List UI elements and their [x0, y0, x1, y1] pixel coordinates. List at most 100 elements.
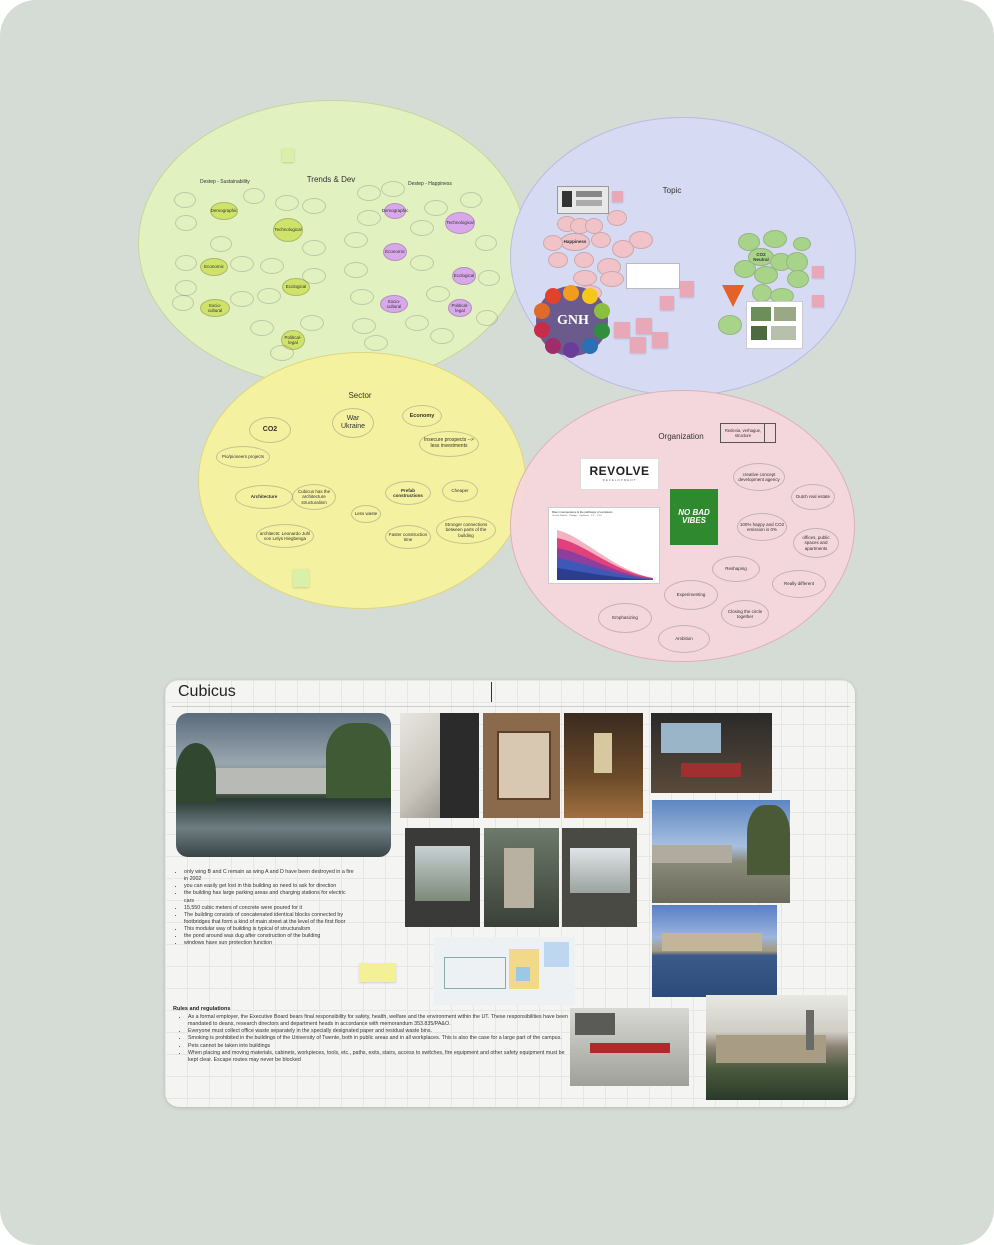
staircase-photo[interactable] — [400, 713, 479, 818]
structure-label-box[interactable]: Redevia, verhague, structure — [720, 423, 776, 443]
energy-label-image[interactable] — [722, 285, 744, 307]
idea-bubble[interactable] — [478, 270, 500, 286]
floor-plan-image[interactable] — [434, 937, 575, 1005]
idea-bubble[interactable] — [763, 230, 787, 248]
node-happiness-economic[interactable]: Economic — [383, 243, 407, 261]
node-economy[interactable]: Economy — [402, 405, 442, 427]
node-technological[interactable]: Technological — [273, 218, 303, 242]
cafeteria-photo[interactable] — [651, 713, 772, 793]
node-prefab[interactable]: Prefab constructions — [385, 481, 431, 505]
idea-bubble[interactable] — [270, 345, 294, 361]
idea-bubble[interactable] — [405, 315, 429, 331]
building-image[interactable] — [746, 301, 803, 349]
idea-bubble[interactable] — [548, 252, 568, 268]
idea-bubble[interactable] — [175, 215, 197, 231]
idea-bubble[interactable] — [344, 232, 368, 248]
idea-bubble[interactable] — [787, 270, 809, 288]
idea-bubble[interactable] — [175, 255, 197, 271]
node-emphasizing[interactable]: Emphasizing — [598, 603, 652, 633]
idea-bubble[interactable] — [607, 210, 627, 226]
idea-bubble[interactable] — [629, 231, 653, 249]
idea-bubble[interactable] — [302, 268, 326, 284]
idea-bubble[interactable] — [591, 232, 611, 248]
node-faster[interactable]: Faster construction time — [385, 525, 431, 549]
idea-bubble[interactable] — [230, 256, 254, 272]
idea-bubble[interactable] — [302, 240, 326, 256]
idea-bubble[interactable] — [364, 335, 388, 351]
pond-reflection-photo[interactable] — [652, 905, 777, 997]
idea-bubble[interactable] — [600, 271, 624, 287]
sticky-note[interactable] — [282, 148, 294, 162]
node-economic[interactable]: Economic — [200, 258, 228, 276]
node-insecure[interactable]: Insecure prospects --> less investments — [419, 431, 479, 457]
idea-bubble[interactable] — [543, 235, 563, 251]
node-architects[interactable]: architects: Leonardo Juhl von Lelys Hieg… — [256, 524, 314, 548]
node-socio-cultural[interactable]: Socio-cultural — [200, 299, 230, 317]
no-bad-vibes-poster[interactable]: NO BAD VIBES — [670, 489, 718, 545]
emissions-chart-image[interactable]: Rise in temperature & the pathways of em… — [548, 507, 660, 584]
lounge-window-photo[interactable] — [562, 828, 637, 927]
node-architecture[interactable]: Architecture — [235, 485, 293, 509]
node-experimenting[interactable]: Experimenting — [664, 580, 718, 610]
idea-bubble[interactable] — [357, 210, 381, 226]
node-happiness-ecological[interactable]: Ecological — [452, 267, 476, 285]
idea-bubble[interactable] — [352, 318, 376, 334]
node-cubicus[interactable]: Cubicus has the architecture structurali… — [292, 484, 336, 510]
node-war-ukraine[interactable]: War Ukraine — [332, 408, 374, 438]
idea-bubble[interactable] — [357, 185, 381, 201]
node-happiness-political-legal[interactable]: Political-legal — [448, 299, 472, 317]
sticky-note[interactable] — [660, 296, 674, 310]
hallway-photo[interactable] — [564, 713, 643, 818]
idea-bubble[interactable] — [574, 252, 594, 268]
exterior-flags-photo[interactable] — [652, 800, 790, 903]
node-happiness[interactable]: Happiness — [560, 233, 590, 251]
idea-bubble[interactable] — [793, 237, 811, 251]
node-dutch-real-estate[interactable]: Dutch real estate — [791, 484, 835, 510]
idea-bubble[interactable] — [350, 289, 374, 305]
node-reshaping[interactable]: Reshaping — [712, 556, 760, 582]
node-cheaper[interactable]: Cheaper — [442, 480, 478, 502]
display-case-photo[interactable] — [483, 713, 560, 818]
screenshot-image[interactable] — [557, 186, 609, 214]
idea-bubble[interactable] — [426, 286, 450, 302]
node-co2[interactable]: CO2 — [249, 417, 291, 443]
sticky-note[interactable] — [680, 281, 694, 297]
building-dusk-photo[interactable] — [706, 995, 848, 1100]
idea-bubble[interactable] — [257, 288, 281, 304]
screenshot-image[interactable] — [626, 263, 680, 289]
node-less-waste[interactable]: Less waste — [351, 505, 381, 523]
idea-bubble[interactable] — [460, 192, 482, 208]
sector-circle[interactable] — [198, 352, 526, 609]
idea-bubble[interactable] — [476, 310, 498, 326]
sticky-note[interactable] — [636, 318, 652, 334]
idea-bubble[interactable] — [275, 195, 299, 211]
idea-bubble[interactable] — [174, 192, 196, 208]
sticky-note[interactable] — [612, 191, 623, 202]
idea-bubble[interactable] — [175, 280, 197, 296]
idea-bubble[interactable] — [754, 266, 778, 284]
idea-bubble[interactable] — [573, 270, 597, 286]
meeting-room-photo[interactable] — [570, 1008, 689, 1086]
node-creative-concept[interactable]: creative concept development agency — [733, 463, 785, 491]
idea-bubble[interactable] — [410, 220, 434, 236]
trends-circle[interactable] — [138, 100, 526, 387]
stairwell-photo[interactable] — [484, 828, 559, 927]
sticky-note[interactable] — [652, 332, 668, 348]
node-really-different[interactable]: Really different — [772, 570, 826, 598]
window-view-photo[interactable] — [405, 828, 480, 927]
idea-bubble[interactable] — [300, 315, 324, 331]
idea-bubble[interactable] — [475, 235, 497, 251]
idea-bubble[interactable] — [734, 260, 756, 278]
idea-bubble[interactable] — [260, 258, 284, 274]
idea-bubble[interactable] — [718, 315, 742, 335]
idea-bubble[interactable] — [381, 181, 405, 197]
node-offices[interactable]: offices, public spaces and apartments — [793, 528, 839, 558]
idea-bubble[interactable] — [172, 295, 194, 311]
node-demographic[interactable]: Demographic — [210, 202, 238, 220]
node-stronger[interactable]: Stronger connections between parts of th… — [436, 516, 496, 544]
sticky-note[interactable] — [293, 569, 309, 587]
idea-bubble[interactable] — [210, 236, 232, 252]
node-happy-co2[interactable]: 100% happy and CO2 emission is 0% — [737, 513, 787, 541]
node-happiness-demographic[interactable]: Demographic — [382, 203, 408, 219]
